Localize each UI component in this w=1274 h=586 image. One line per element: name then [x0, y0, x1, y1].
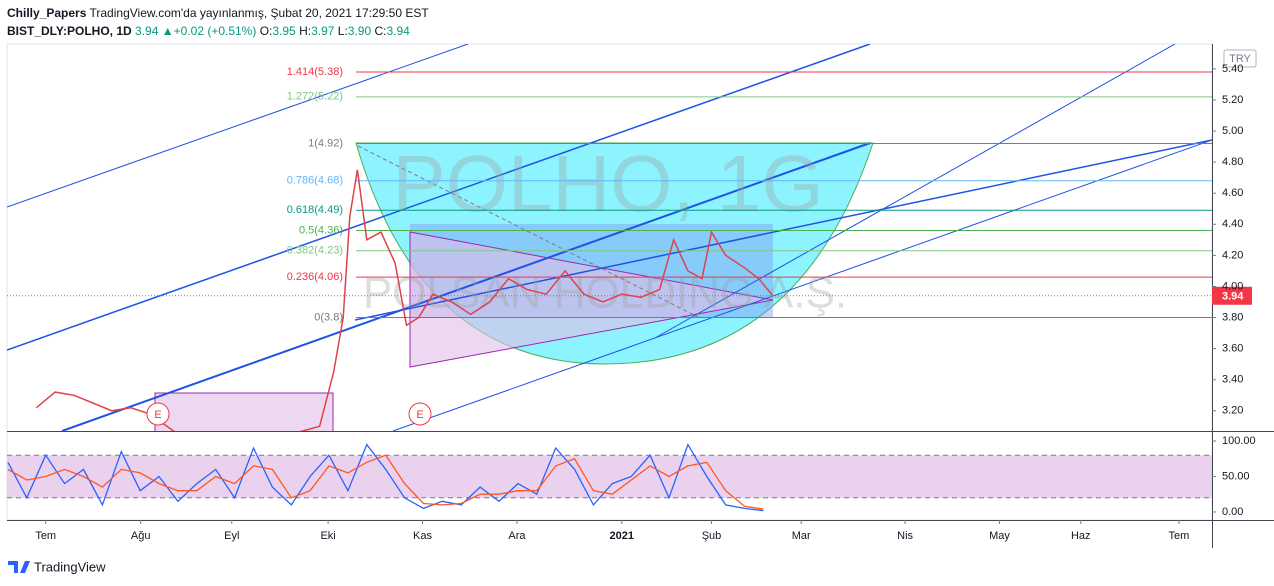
event-marker[interactable] — [146, 402, 170, 426]
ohlc-label: L: — [337, 24, 348, 38]
y-tick-label: 5.40 — [1222, 63, 1243, 75]
fib-label: 0(3.8) — [314, 311, 343, 323]
x-tick-label: Mar — [792, 530, 811, 542]
ohlc-label: H: — [299, 24, 312, 38]
y-tick-label: 5.20 — [1222, 94, 1243, 106]
x-tick-label: Ağu — [131, 530, 151, 542]
fib-label: 0.786(4.68) — [287, 175, 343, 187]
fib-label: 0.618(4.49) — [287, 204, 343, 216]
channel-line — [392, 139, 1212, 431]
ohlc-label: C: — [374, 24, 387, 38]
y-tick-label: 4.40 — [1222, 218, 1243, 230]
x-tick-label: Nis — [897, 530, 913, 542]
x-tick-label: Şub — [702, 530, 722, 542]
footer-brand: TradingView — [34, 559, 106, 574]
ohlc-value: 3.95 — [272, 24, 296, 38]
y-tick-label: 3.20 — [1222, 405, 1243, 417]
watermark-symbol: POLHO, 1G — [392, 139, 823, 228]
fib-label: 0.5(4.36) — [299, 224, 343, 236]
header-line: Chilly_Papers TradingView.com'da yayınla… — [7, 4, 429, 22]
x-tick-label: 2021 — [610, 530, 634, 542]
x-tick-label: Ara — [508, 530, 526, 542]
pane — [7, 443, 1212, 512]
channel-line — [654, 44, 1176, 339]
fib-label: 1(4.92) — [308, 137, 343, 149]
channel-line — [7, 44, 469, 208]
footer — [0, 548, 1274, 586]
event-marker[interactable] — [408, 402, 432, 426]
event-label: E — [416, 409, 423, 421]
channel-line — [61, 142, 871, 431]
x-tick-label: Haz — [1071, 530, 1091, 542]
y-tick-label: 4.60 — [1222, 187, 1243, 199]
ohlc-label: O: — [259, 24, 273, 38]
fib-label: 1.272(5.22) — [287, 91, 343, 103]
x-tick-label: Eyl — [224, 530, 239, 542]
range-box — [154, 392, 334, 431]
x-tick-label: Tem — [35, 530, 56, 542]
ohlc-value: 3.94 — [386, 24, 410, 38]
x-tick-label: Eki — [320, 530, 335, 542]
y-tick-label: 50.00 — [1222, 470, 1250, 482]
symbol: BIST_DLY:POLHO, 1D — [7, 24, 132, 38]
author: Chilly_Papers — [7, 6, 87, 20]
event-markers: E E — [146, 402, 432, 426]
y-tick-label: 0.00 — [1222, 506, 1243, 518]
oscillator-line — [7, 454, 764, 510]
y-tick-label: 3.60 — [1222, 343, 1243, 355]
header: Chilly_Papers TradingView.com'da yayınla… — [7, 4, 429, 40]
y-tick-label: 4.80 — [1222, 156, 1243, 168]
change: +0.02 (+0.51%) — [173, 24, 257, 38]
currency-box[interactable] — [1223, 49, 1257, 68]
event-label: E — [154, 409, 161, 421]
y-tick-label: 100.00 — [1222, 435, 1256, 447]
x-tick-label: Kas — [413, 530, 432, 542]
fib-label: 0.382(4.23) — [287, 245, 343, 257]
ohlc-value: 3.97 — [311, 24, 335, 38]
channel-line — [7, 44, 871, 351]
band-fill — [7, 455, 1212, 498]
currency-label: TRY — [1229, 53, 1251, 65]
fib-label: 1.414(5.38) — [287, 66, 343, 78]
fib-label: 0.236(4.06) — [287, 271, 343, 283]
last-price-label: 3.94 — [1222, 291, 1244, 303]
x-tick-label: May — [989, 530, 1010, 542]
triangle — [409, 231, 774, 368]
y-tick-label: 4.00 — [1222, 280, 1243, 292]
up-arrow: ▲ — [161, 24, 174, 38]
oscillator-line — [7, 443, 764, 512]
channel-line — [354, 139, 1212, 321]
price-line — [35, 169, 774, 431]
ohlc-value: 3.90 — [347, 24, 372, 38]
y-tick-label: 3.80 — [1222, 311, 1243, 323]
watermark-name: POLSAN HOLDING A.Ş. — [363, 269, 847, 318]
published: TradingView.com'da yayınlanmış, Şubat 20… — [89, 6, 429, 20]
y-tick-label: 5.00 — [1222, 125, 1243, 137]
header-line: BIST_DLY:POLHO, 1D 3.94 ▲+0.02 (+0.51%) … — [7, 22, 429, 40]
y-tick-label: 3.40 — [1222, 374, 1243, 386]
fib-trend — [357, 145, 701, 319]
x-tick-label: Tem — [1169, 530, 1190, 542]
last-price-badge — [1212, 286, 1252, 305]
last-price: 3.94 — [135, 24, 159, 38]
drawings — [7, 44, 1212, 431]
y-tick-label: 4.20 — [1222, 249, 1243, 261]
pane — [7, 71, 1212, 431]
logo — [8, 561, 30, 573]
